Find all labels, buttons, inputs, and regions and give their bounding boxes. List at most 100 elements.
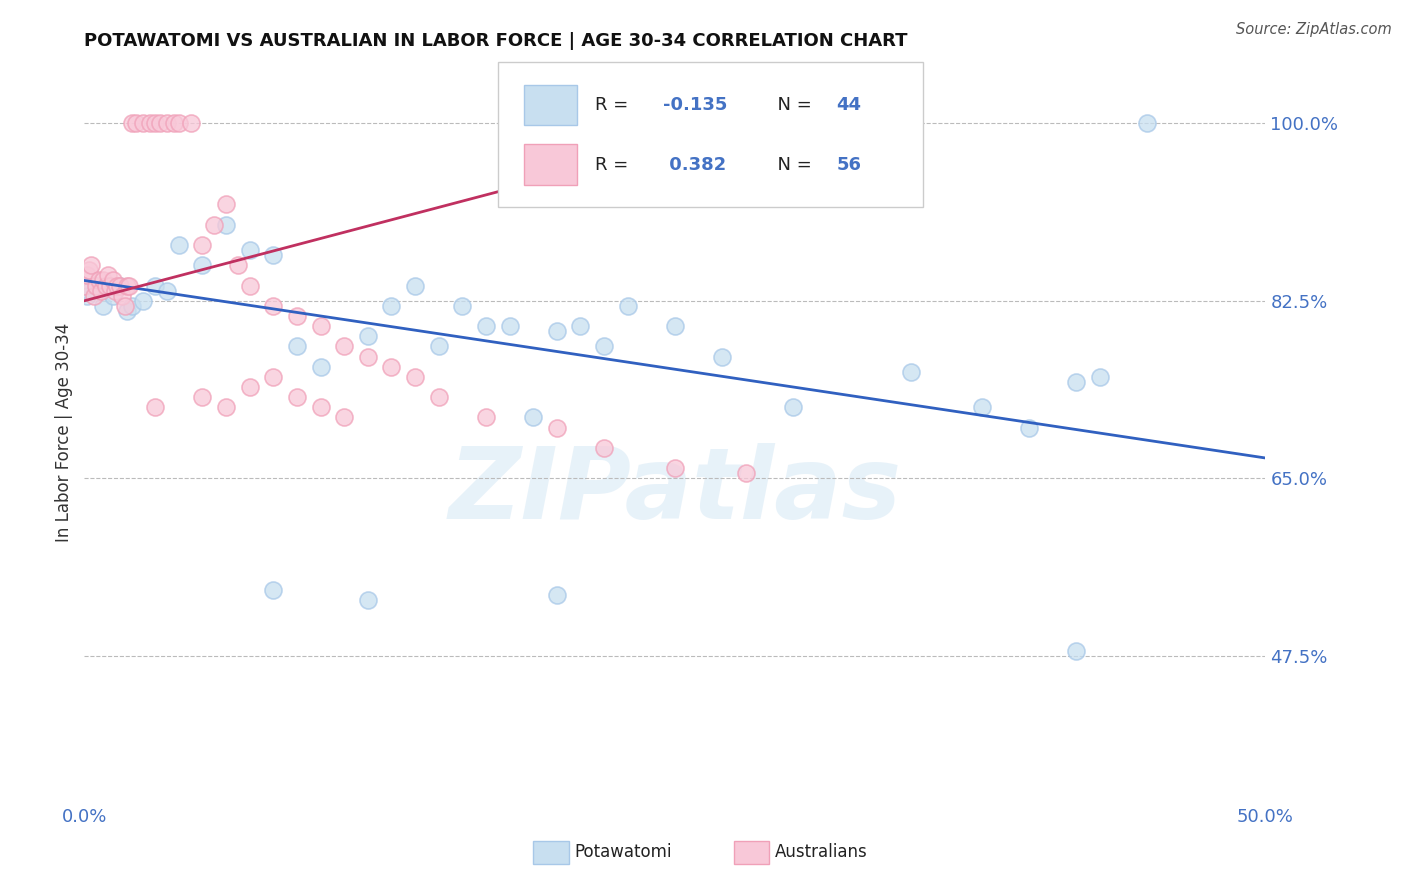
Point bbox=[77, 263, 100, 277]
Text: R =: R = bbox=[595, 96, 634, 114]
Point bbox=[357, 593, 380, 607]
Point bbox=[111, 289, 134, 303]
Point bbox=[108, 278, 131, 293]
Point bbox=[80, 258, 103, 272]
Point bbox=[262, 299, 284, 313]
Point bbox=[427, 390, 450, 404]
Point bbox=[309, 319, 332, 334]
Point bbox=[156, 284, 179, 298]
Point bbox=[98, 278, 121, 293]
Point bbox=[104, 284, 127, 298]
Point bbox=[664, 319, 686, 334]
Point bbox=[546, 588, 568, 602]
Point bbox=[167, 238, 190, 252]
Point bbox=[664, 461, 686, 475]
Point bbox=[226, 258, 249, 272]
Point bbox=[970, 401, 993, 415]
Text: 56: 56 bbox=[837, 155, 862, 174]
Text: R =: R = bbox=[595, 155, 634, 174]
Point bbox=[380, 359, 402, 374]
Point bbox=[132, 116, 155, 130]
Text: Source: ZipAtlas.com: Source: ZipAtlas.com bbox=[1236, 22, 1392, 37]
Point bbox=[1066, 643, 1088, 657]
Point bbox=[900, 365, 922, 379]
Point bbox=[1018, 420, 1040, 434]
Point bbox=[143, 278, 166, 293]
Point bbox=[1066, 375, 1088, 389]
Point bbox=[90, 284, 112, 298]
Y-axis label: In Labor Force | Age 30-34: In Labor Force | Age 30-34 bbox=[55, 323, 73, 542]
Point bbox=[115, 304, 138, 318]
Point bbox=[91, 299, 114, 313]
Text: ZIPatlas: ZIPatlas bbox=[449, 443, 901, 541]
Point bbox=[94, 278, 117, 293]
Point bbox=[285, 390, 308, 404]
Point bbox=[202, 218, 225, 232]
Text: N =: N = bbox=[766, 155, 817, 174]
Point bbox=[215, 401, 238, 415]
Point bbox=[1136, 116, 1159, 130]
Point bbox=[593, 339, 616, 353]
Text: Potawatomi: Potawatomi bbox=[575, 844, 672, 862]
Text: POTAWATOMI VS AUSTRALIAN IN LABOR FORCE | AGE 30-34 CORRELATION CHART: POTAWATOMI VS AUSTRALIAN IN LABOR FORCE … bbox=[84, 32, 908, 50]
FancyBboxPatch shape bbox=[523, 85, 576, 126]
Point bbox=[333, 339, 356, 353]
Point bbox=[163, 116, 186, 130]
Point bbox=[87, 273, 110, 287]
Point bbox=[77, 284, 100, 298]
Point bbox=[143, 116, 166, 130]
Point bbox=[125, 116, 148, 130]
Point bbox=[309, 359, 332, 374]
Point bbox=[239, 278, 262, 293]
Point bbox=[191, 390, 214, 404]
Point bbox=[475, 410, 498, 425]
Text: 0.382: 0.382 bbox=[664, 155, 727, 174]
Point bbox=[357, 350, 380, 364]
Point bbox=[76, 268, 98, 283]
Point bbox=[143, 401, 166, 415]
Point bbox=[333, 410, 356, 425]
Point bbox=[451, 299, 474, 313]
Point bbox=[546, 324, 568, 338]
Point bbox=[118, 278, 141, 293]
Point bbox=[121, 299, 143, 313]
Point bbox=[101, 273, 124, 287]
Point bbox=[73, 278, 96, 293]
Point bbox=[132, 293, 155, 308]
Point bbox=[734, 466, 756, 480]
Point bbox=[262, 369, 284, 384]
Point bbox=[84, 278, 107, 293]
Point bbox=[121, 116, 143, 130]
Point bbox=[83, 289, 105, 303]
Point bbox=[569, 319, 592, 334]
Point bbox=[285, 309, 308, 323]
Point bbox=[239, 243, 262, 257]
FancyBboxPatch shape bbox=[533, 841, 568, 863]
Point bbox=[139, 116, 162, 130]
Point bbox=[782, 401, 804, 415]
Point bbox=[427, 339, 450, 353]
Point bbox=[167, 116, 190, 130]
Point bbox=[475, 319, 498, 334]
Point bbox=[107, 278, 129, 293]
Text: Australians: Australians bbox=[775, 844, 868, 862]
Point bbox=[262, 248, 284, 262]
Text: -0.135: -0.135 bbox=[664, 96, 727, 114]
Point bbox=[546, 420, 568, 434]
Point bbox=[285, 339, 308, 353]
Point bbox=[522, 410, 544, 425]
Point bbox=[262, 582, 284, 597]
Point bbox=[357, 329, 380, 343]
Point bbox=[97, 268, 120, 283]
Point bbox=[149, 116, 172, 130]
FancyBboxPatch shape bbox=[523, 144, 576, 185]
Point bbox=[593, 441, 616, 455]
Point bbox=[180, 116, 202, 130]
Point bbox=[380, 299, 402, 313]
Point bbox=[215, 218, 238, 232]
Point bbox=[1088, 369, 1111, 384]
Point bbox=[108, 278, 131, 293]
Point bbox=[191, 238, 214, 252]
Point bbox=[498, 319, 520, 334]
Point bbox=[114, 299, 136, 313]
